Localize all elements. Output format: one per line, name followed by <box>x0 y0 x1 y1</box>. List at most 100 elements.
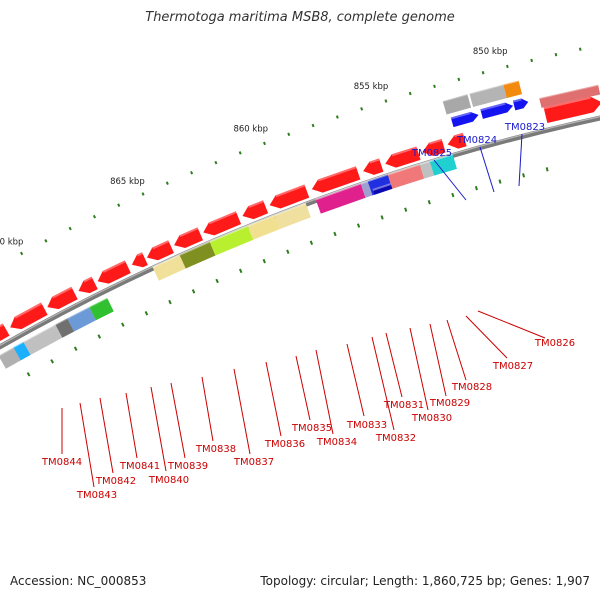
tick-mark <box>335 115 339 119</box>
gene-label-tm0824: TM0824 <box>456 135 497 146</box>
label-leader-lines <box>61 133 546 488</box>
tick-mark <box>44 239 48 243</box>
leader-line <box>265 361 282 437</box>
tick-mark <box>191 289 196 294</box>
tick-mark <box>427 200 431 205</box>
gene-block <box>419 161 435 179</box>
tick-mark <box>309 240 314 245</box>
gene-arrow-reverse <box>422 138 446 157</box>
tick-mark <box>190 170 194 175</box>
gene-label-tm0836: TM0836 <box>264 439 305 450</box>
gene-arrow-forward <box>480 102 514 119</box>
leader-line <box>477 310 546 339</box>
topology-text: Topology: circular; Length: 1,860,725 bp… <box>260 574 590 588</box>
tick-mark <box>144 310 149 316</box>
tick-mark <box>117 203 121 207</box>
leader-line <box>465 315 508 359</box>
tick-mark <box>20 251 24 256</box>
gene-label-tm0843: TM0843 <box>76 490 117 501</box>
tick-mark <box>474 185 478 191</box>
gene-block <box>372 184 393 195</box>
gene-label-tm0823: TM0823 <box>504 122 545 133</box>
gene-arrow-reverse <box>311 166 361 193</box>
tick-mark <box>214 160 218 165</box>
gene-block <box>209 225 254 256</box>
ruler-label: 870 kbp <box>0 237 23 247</box>
tick-mark <box>238 151 242 155</box>
gene-arrow-reverse <box>10 302 48 330</box>
tick-mark <box>286 249 290 255</box>
tick-mark <box>481 71 485 75</box>
gene-arrow-reverse <box>0 323 10 341</box>
gene-label-tm0829: TM0829 <box>429 398 470 409</box>
gene-label-tm0838: TM0838 <box>195 444 236 455</box>
gene-label-tm0827: TM0827 <box>492 361 533 372</box>
gene-block <box>387 164 425 189</box>
gene-block <box>55 318 75 338</box>
gene-block <box>360 181 373 198</box>
gene-block <box>67 306 96 332</box>
leader-line <box>371 336 395 431</box>
gene-arrow-forward <box>512 98 529 111</box>
tick-mark <box>97 334 102 339</box>
leader-line <box>99 397 114 474</box>
gene-label-tm0826: TM0826 <box>534 338 575 349</box>
gene-block <box>247 215 281 240</box>
leader-line <box>409 327 429 411</box>
gene-block <box>13 341 31 361</box>
gene-block <box>503 80 523 99</box>
tick-marks <box>20 47 582 377</box>
tick-mark <box>311 123 315 128</box>
gene-arrow-reverse <box>203 211 242 236</box>
gene-label-tm0831: TM0831 <box>383 400 424 411</box>
tick-mark <box>50 359 54 364</box>
tick-mark <box>165 181 169 185</box>
leader-line <box>125 392 138 459</box>
tick-mark <box>73 346 78 351</box>
leader-line <box>295 355 311 421</box>
leader-line <box>79 402 95 488</box>
leader-line <box>446 319 467 381</box>
tick-mark <box>356 223 361 228</box>
tick-mark <box>530 58 533 63</box>
ruler-label: 850 kbp <box>473 47 508 57</box>
tick-mark <box>451 192 455 198</box>
gene-label-tm0830: TM0830 <box>411 413 452 424</box>
leader-line <box>433 159 467 201</box>
gene-arrow-reverse <box>78 276 98 294</box>
gene-label-tm0844: TM0844 <box>41 457 82 468</box>
gene-arrow-reverse <box>447 132 467 149</box>
gene-arrow-reverse <box>97 260 131 284</box>
gene-block <box>539 84 600 108</box>
tick-mark <box>121 322 125 327</box>
gene-label-tm0828: TM0828 <box>451 382 492 393</box>
tick-mark <box>333 231 337 237</box>
tick-mark <box>239 268 243 274</box>
leader-line <box>429 323 447 397</box>
leader-line <box>315 349 334 435</box>
tick-mark <box>404 207 408 212</box>
tick-mark <box>360 107 364 111</box>
gene-block <box>469 84 507 108</box>
tick-mark <box>92 214 97 219</box>
gene-arrow-forward <box>450 111 479 128</box>
tick-mark <box>287 132 291 137</box>
position-ruler: 850 kbp 855 kbp 860 kbp 865 kbp 870 kbp <box>0 47 508 247</box>
tick-mark <box>168 299 172 305</box>
gene-label-tm0839: TM0839 <box>167 461 208 472</box>
ruler-label: 860 kbp <box>233 125 268 135</box>
leader-line <box>346 343 365 417</box>
ruler-label: 865 kbp <box>110 177 145 187</box>
gene-block <box>152 254 186 281</box>
gene-label-tm0840: TM0840 <box>148 475 189 486</box>
leader-line <box>385 332 403 398</box>
gene-label-tm0834: TM0834 <box>316 437 357 448</box>
tick-mark <box>262 258 266 264</box>
gene-arrow-forward <box>543 96 600 123</box>
tick-mark <box>578 47 582 51</box>
tick-mark <box>384 99 388 103</box>
tick-mark <box>141 192 145 196</box>
tick-mark <box>263 141 266 146</box>
gene-label-tm0835: TM0835 <box>291 423 332 434</box>
